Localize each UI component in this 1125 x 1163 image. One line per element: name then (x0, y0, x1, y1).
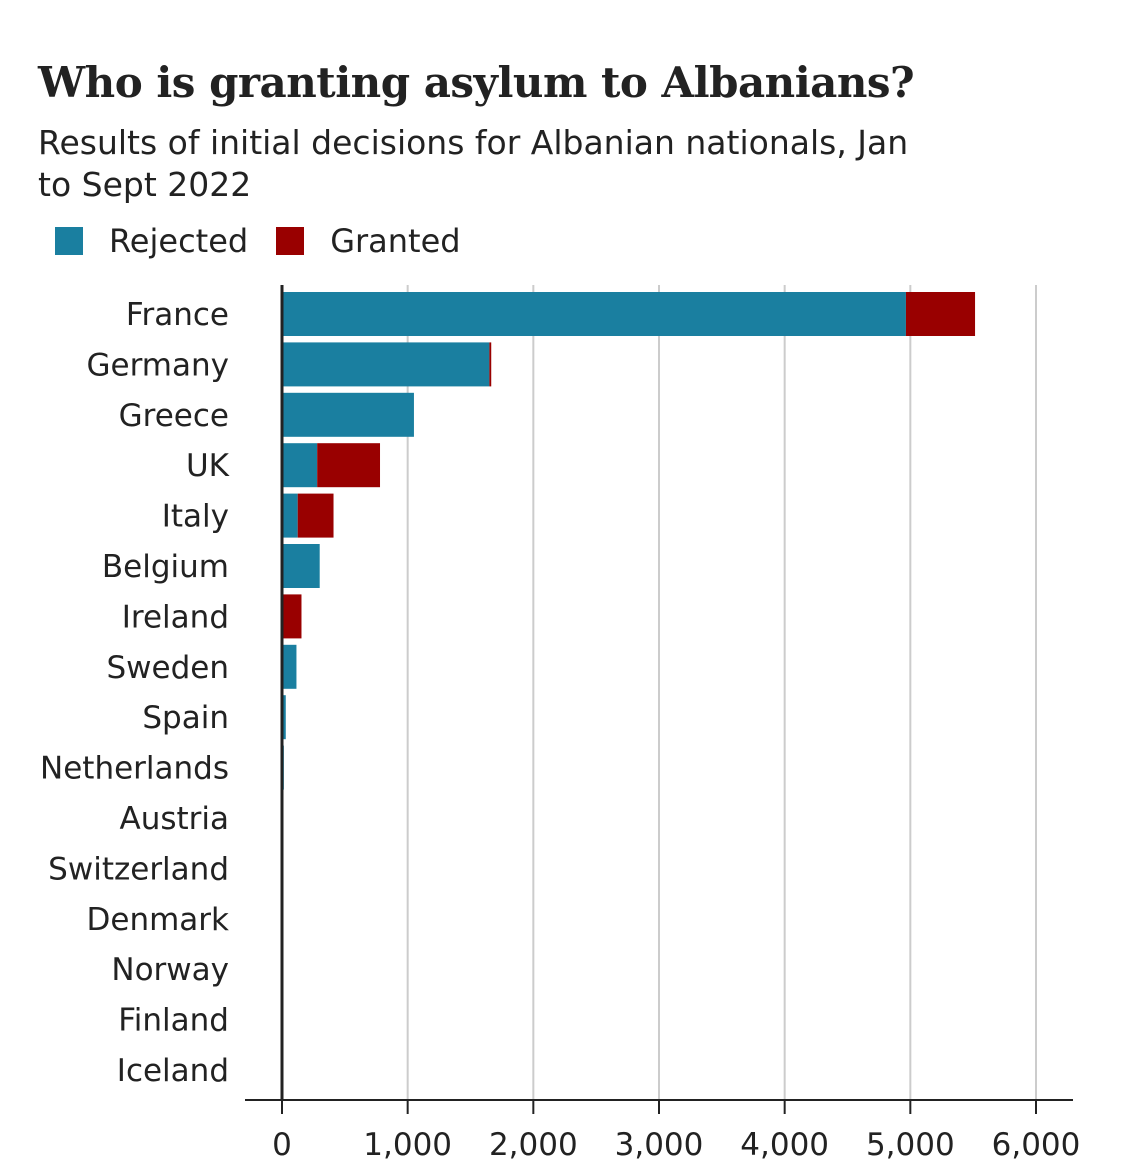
bar-rejected (282, 392, 414, 437)
bar-granted (489, 342, 492, 387)
category-label: Italy (162, 499, 229, 535)
bar-rejected (282, 292, 906, 336)
bar-rejected (282, 544, 320, 588)
category-label: Germany (87, 347, 229, 383)
legend-swatch-rejected (55, 227, 83, 255)
x-tick-label: 2,000 (489, 1127, 578, 1163)
x-tick-label: 4,000 (740, 1127, 829, 1163)
category-label: Austria (119, 801, 229, 837)
category-label: Norway (111, 952, 229, 988)
category-label: Ireland (122, 599, 229, 635)
chart-title: Who is granting asylum to Albanians? (38, 58, 915, 107)
bar-rejected (282, 644, 297, 689)
bar-granted (905, 292, 976, 336)
category-label: Iceland (117, 1053, 229, 1089)
category-label: Netherlands (40, 751, 229, 787)
category-label: UK (186, 448, 230, 484)
category-label: Greece (119, 398, 229, 434)
x-tick-label: 5,000 (866, 1127, 955, 1163)
x-tick-label: 1,000 (363, 1127, 452, 1163)
chart-subtitle: Results of initial decisions for Albania… (38, 123, 909, 204)
x-tick-label: 6,000 (992, 1127, 1081, 1163)
legend: Rejected Granted (55, 222, 489, 260)
legend-swatch-granted (276, 227, 305, 255)
category-label: Finland (118, 1003, 229, 1039)
bar-granted (282, 594, 302, 639)
category-label: Switzerland (48, 851, 229, 887)
legend-label-rejected: Rejected (109, 222, 249, 260)
x-tick-label: 3,000 (615, 1127, 704, 1163)
legend-label-granted: Granted (330, 222, 461, 260)
category-label: Belgium (102, 549, 229, 585)
category-label: Spain (142, 700, 229, 736)
x-tick-label: 0 (272, 1127, 292, 1163)
bar-rejected (282, 342, 490, 387)
category-label: Denmark (87, 902, 230, 938)
category-label: Sweden (106, 650, 229, 686)
category-label: France (126, 297, 229, 333)
bar-rejected (282, 493, 298, 538)
bar-rejected (282, 695, 286, 740)
bar-granted (317, 443, 381, 488)
bar-granted (297, 493, 334, 538)
bar-rejected (282, 443, 318, 488)
